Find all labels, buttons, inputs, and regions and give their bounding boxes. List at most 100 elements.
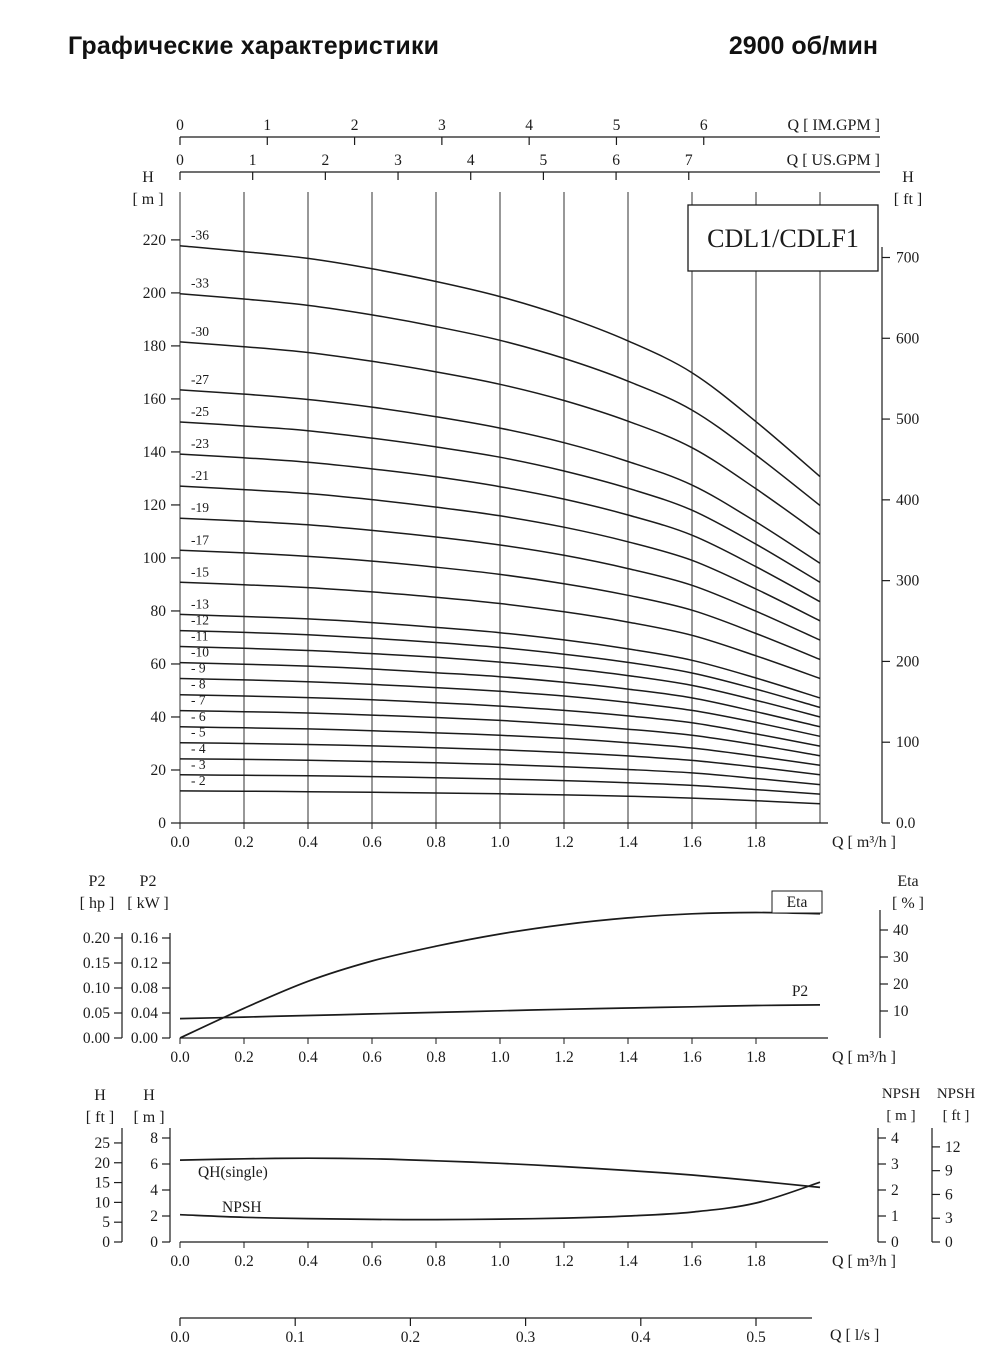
axis-name: P2 [89, 873, 106, 890]
curve-label-33: -33 [191, 276, 209, 291]
hq-curve-33 [179, 292, 821, 507]
tick-label: 20 [151, 762, 167, 779]
tick-label: 1.2 [554, 834, 573, 851]
tick-label: 0.0 [170, 834, 190, 851]
tick-label: 0.2 [234, 1253, 253, 1270]
tick-label: 10 [893, 1003, 909, 1020]
tick-label: 4 [891, 1130, 899, 1147]
rpm-label: 2900 об/мин [728, 32, 878, 60]
hq-curve-17 [179, 549, 821, 661]
axis-name: H [94, 1087, 106, 1104]
tick-label: 0.2 [234, 1049, 253, 1066]
tick-label: 15 [95, 1175, 111, 1192]
curve-label-13: -13 [191, 596, 209, 611]
tick-label: 3 [945, 1210, 953, 1227]
hq-curve-3 [179, 774, 821, 795]
x-axis-label: Q [ IM.GPM ] [788, 117, 880, 134]
tick-label: 0 [176, 152, 184, 169]
tick-label: 7 [685, 152, 693, 169]
curve-label-12: -12 [191, 613, 209, 628]
axis-name: Eta [897, 873, 918, 890]
hq-curve-11 [179, 645, 821, 718]
tick-label: 5 [102, 1214, 110, 1231]
tick-label: 2 [321, 152, 329, 169]
axis-name: H [902, 169, 914, 186]
tick-label: 1 [249, 152, 257, 169]
qh-single-label: QH(single) [198, 1164, 268, 1181]
tick-label: 1.0 [490, 1253, 510, 1270]
tick-label: 0.20 [83, 930, 110, 947]
npsh-label: NPSH [222, 1199, 262, 1216]
tick-label: 2 [351, 117, 359, 134]
curve-label-15: -15 [191, 564, 209, 579]
axis-unit: [ ft ] [86, 1109, 114, 1126]
curve-label-4: - 4 [191, 741, 206, 756]
tick-label: 100 [143, 550, 167, 567]
tick-label: 5 [540, 152, 548, 169]
eta-label: Eta [787, 894, 808, 911]
axis-unit: [ kW ] [127, 895, 168, 912]
hq-curve-36 [179, 244, 821, 478]
axis-name: P2 [140, 873, 157, 890]
tick-label: 8 [150, 1130, 158, 1147]
p2-label: P2 [792, 983, 808, 1000]
hq-curve-12 [179, 629, 821, 709]
tick-label: 220 [143, 232, 167, 249]
hq-curve-10 [179, 661, 821, 728]
tick-label: 80 [151, 603, 167, 620]
tick-label: 1.2 [554, 1253, 573, 1270]
tick-label: 1.2 [554, 1049, 573, 1066]
tick-label: 1 [263, 117, 271, 134]
tick-label: 500 [896, 411, 920, 428]
hq-curve-9 [179, 677, 821, 738]
page-header: Графические характеристики 2900 об/мин [68, 32, 878, 61]
tick-label: 0.4 [298, 1253, 318, 1270]
tick-label: 1.4 [618, 1253, 638, 1270]
tick-label: 600 [896, 330, 920, 347]
x-axis-label: Q [ m³/h ] [832, 834, 896, 851]
curve-label-9: - 9 [191, 661, 206, 676]
curve-label-10: -10 [191, 645, 209, 660]
hq-curve-15 [179, 581, 821, 680]
curve-label-17: -17 [191, 532, 209, 547]
x-axis-label: Q [ l/s ] [830, 1327, 879, 1344]
hq-curve-4 [179, 758, 821, 786]
tick-label: 4 [525, 117, 533, 134]
tick-label: 1.6 [682, 1253, 702, 1270]
axis-unit: [ m ] [132, 191, 163, 208]
tick-label: 400 [896, 492, 920, 509]
tick-label: 120 [143, 497, 167, 514]
tick-label: 200 [896, 653, 920, 670]
hq-curve-30 [179, 341, 821, 536]
tick-label: 0 [891, 1234, 899, 1251]
axis-name: NPSH [882, 1086, 921, 1102]
tick-label: 0.00 [131, 1030, 158, 1047]
hq-curve-8 [179, 693, 821, 747]
axis-name: NPSH [937, 1086, 976, 1102]
tick-label: 0.8 [426, 1049, 446, 1066]
x-axis-label: Q [ m³/h ] [832, 1253, 896, 1270]
tick-label: 0.4 [631, 1329, 651, 1346]
tick-label: 700 [896, 249, 920, 266]
curve-label-3: - 3 [191, 757, 206, 772]
tick-label: 1.4 [618, 1049, 638, 1066]
tick-label: 0 [945, 1234, 953, 1251]
hq-curve-23 [179, 453, 821, 603]
hq-curve-2 [179, 790, 821, 805]
tick-label: 1.8 [746, 834, 766, 851]
curve-label-2: - 2 [191, 773, 206, 788]
tick-label: 0.8 [426, 834, 446, 851]
tick-label: 6 [612, 152, 620, 169]
tick-label: 1.6 [682, 1049, 702, 1066]
axis-name: H [142, 169, 154, 186]
curve-label-36: -36 [191, 228, 209, 243]
eta-label-box [771, 890, 823, 914]
tick-label: 0.05 [83, 1005, 110, 1022]
tick-label: 4 [467, 152, 475, 169]
tick-label: 0.2 [234, 834, 253, 851]
tick-label: 0.3 [516, 1329, 536, 1346]
tick-label: 2 [150, 1208, 158, 1225]
tick-label: 3 [438, 117, 446, 134]
tick-label: 0.6 [362, 1253, 382, 1270]
